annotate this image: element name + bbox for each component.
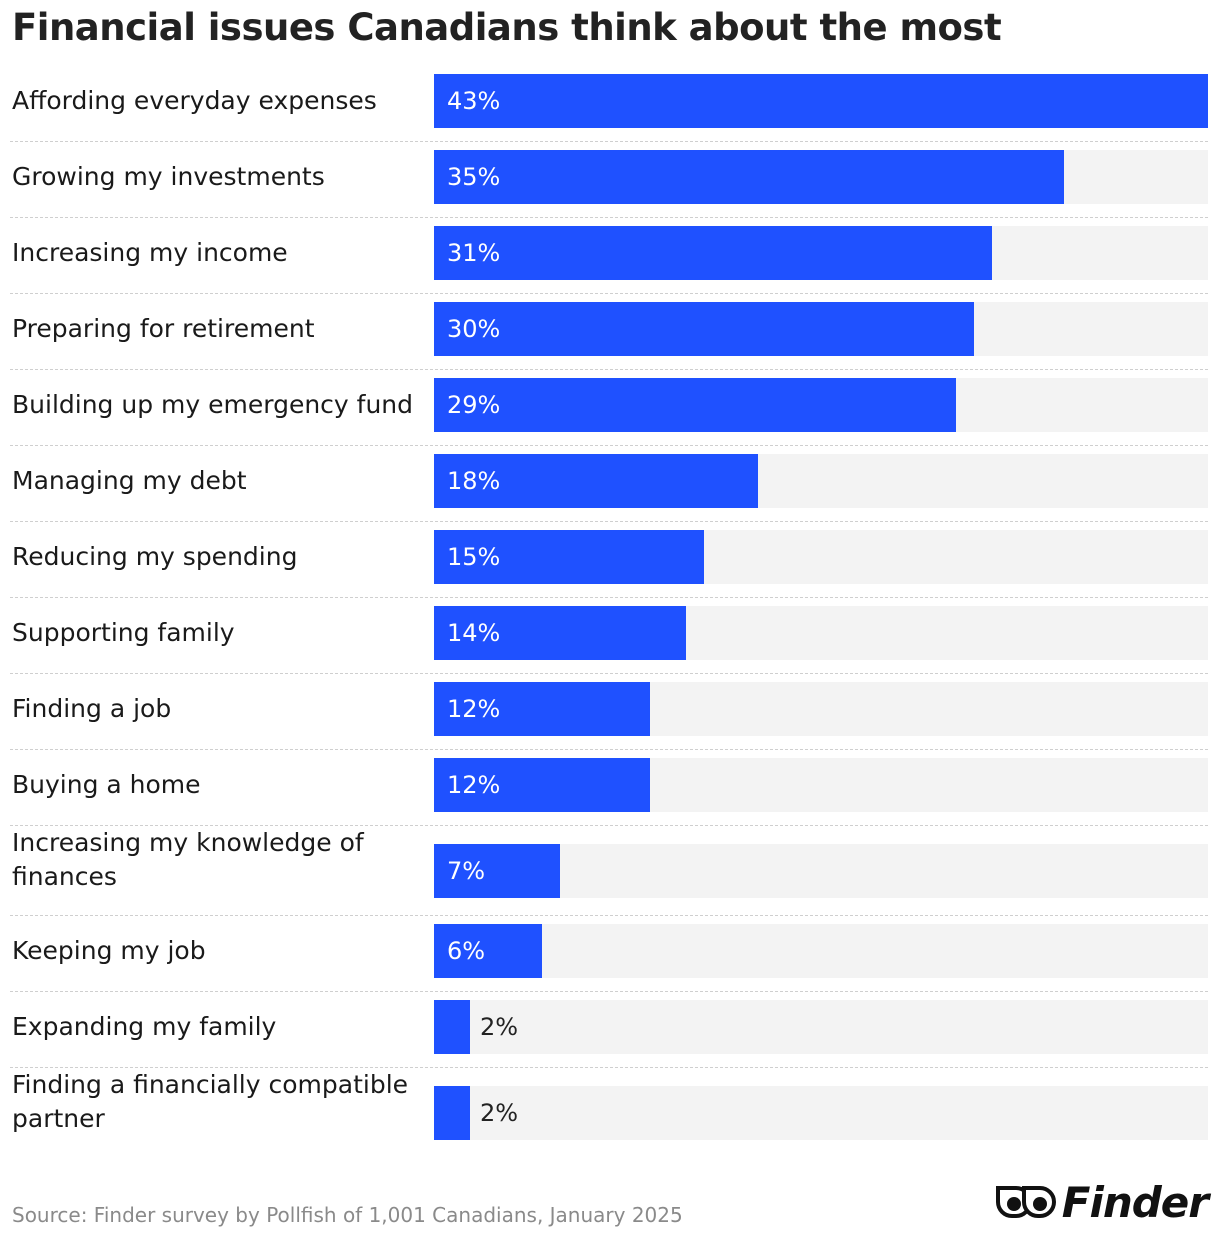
value-label: 30% [447, 315, 501, 343]
row-divider [10, 749, 1208, 750]
value-label: 31% [447, 239, 501, 267]
category-label: Finding a financially compatible partner [12, 1070, 409, 1133]
bar-row: Supporting family 14% [0, 598, 1220, 674]
value-label: 35% [447, 163, 501, 191]
bar-row: Growing my investments 35% [0, 142, 1220, 218]
bar [434, 682, 650, 736]
logo-wordmark: Finder [1061, 1177, 1209, 1227]
bar-row: Finding a job 12% [0, 674, 1220, 750]
value-label: 29% [447, 391, 501, 419]
bar-row: Affording everyday expenses 43% [0, 66, 1220, 142]
bar-track: 18% [434, 454, 1208, 508]
row-divider [10, 293, 1208, 294]
eyes-icon [995, 1186, 1056, 1218]
bar-row: Expanding my family 2% [0, 992, 1220, 1068]
bar-row: Increasing my income 31% [0, 218, 1220, 294]
bar-row: Increasing my knowledge of finances 7% [0, 826, 1220, 916]
category-label: Increasing my knowledge of finances [12, 828, 364, 891]
bar-track: 31% [434, 226, 1208, 280]
source-note: Source: Finder survey by Pollfish of 1,0… [12, 1203, 683, 1227]
bar [434, 1000, 470, 1054]
bar-track: 15% [434, 530, 1208, 584]
bar [434, 844, 560, 898]
bar [434, 454, 758, 508]
bar-track: 29% [434, 378, 1208, 432]
value-label: 15% [447, 543, 501, 571]
bar-track: 2% [434, 1086, 1208, 1140]
category-label: Building up my emergency fund [12, 390, 414, 419]
bar [434, 606, 686, 660]
bar-chart: Affording everyday expenses 43% Growing my… [0, 66, 1220, 1156]
bar [434, 302, 974, 356]
bar-track: 7% [434, 844, 1208, 898]
category-label: Reducing my spending [12, 542, 298, 571]
value-label: 18% [447, 467, 501, 495]
row-divider [10, 141, 1208, 142]
category-label: Buying a home [12, 770, 201, 799]
row-divider [10, 915, 1208, 916]
category-label: Growing my investments [12, 162, 325, 191]
bar-row: Managing my debt 18% [0, 446, 1220, 522]
row-divider [10, 521, 1208, 522]
bar-track: 6% [434, 924, 1208, 978]
bar-row: Keeping my job 6% [0, 916, 1220, 992]
bar [434, 530, 704, 584]
bar-row: Finding a financially compatible partner… [0, 1068, 1220, 1158]
bar [434, 1086, 470, 1140]
value-label: 2% [480, 1013, 519, 1041]
value-label: 43% [447, 87, 501, 115]
value-label: 14% [447, 619, 501, 647]
value-label: 2% [480, 1099, 519, 1127]
category-label: Supporting family [12, 618, 235, 647]
category-label: Increasing my income [12, 238, 288, 267]
bar-row: Preparing for retirement 30% [0, 294, 1220, 370]
bar-row: Reducing my spending 15% [0, 522, 1220, 598]
row-divider [10, 597, 1208, 598]
category-label: Expanding my family [12, 1012, 277, 1041]
value-label: 7% [447, 857, 486, 885]
row-divider [10, 1067, 1208, 1068]
chart-title: Financial issues Canadians think about t… [12, 6, 1002, 49]
bar-track: 2% [434, 1000, 1208, 1054]
bar-track: 43% [434, 74, 1208, 128]
value-label: 12% [447, 771, 501, 799]
row-divider [10, 217, 1208, 218]
row-divider [10, 673, 1208, 674]
value-label: 6% [447, 937, 486, 965]
category-label: Managing my debt [12, 466, 247, 495]
bar [434, 378, 956, 432]
bar [434, 758, 650, 812]
bar-track: 12% [434, 682, 1208, 736]
bar [434, 924, 542, 978]
bar-row: Buying a home 12% [0, 750, 1220, 826]
row-divider [10, 991, 1208, 992]
row-divider [10, 825, 1208, 826]
category-label: Affording everyday expenses [12, 86, 377, 115]
category-label: Preparing for retirement [12, 314, 315, 343]
bar [434, 74, 1208, 128]
bar-track: 35% [434, 150, 1208, 204]
bar-track: 30% [434, 302, 1208, 356]
row-divider [10, 445, 1208, 446]
bar-track: 12% [434, 758, 1208, 812]
category-label: Keeping my job [12, 936, 206, 965]
bar [434, 150, 1064, 204]
bar-row: Building up my emergency fund 29% [0, 370, 1220, 446]
row-divider [10, 369, 1208, 370]
value-label: 12% [447, 695, 501, 723]
finder-logo: Finder [994, 1176, 1209, 1228]
bar-track: 14% [434, 606, 1208, 660]
bar [434, 226, 992, 280]
category-label: Finding a job [12, 694, 172, 723]
